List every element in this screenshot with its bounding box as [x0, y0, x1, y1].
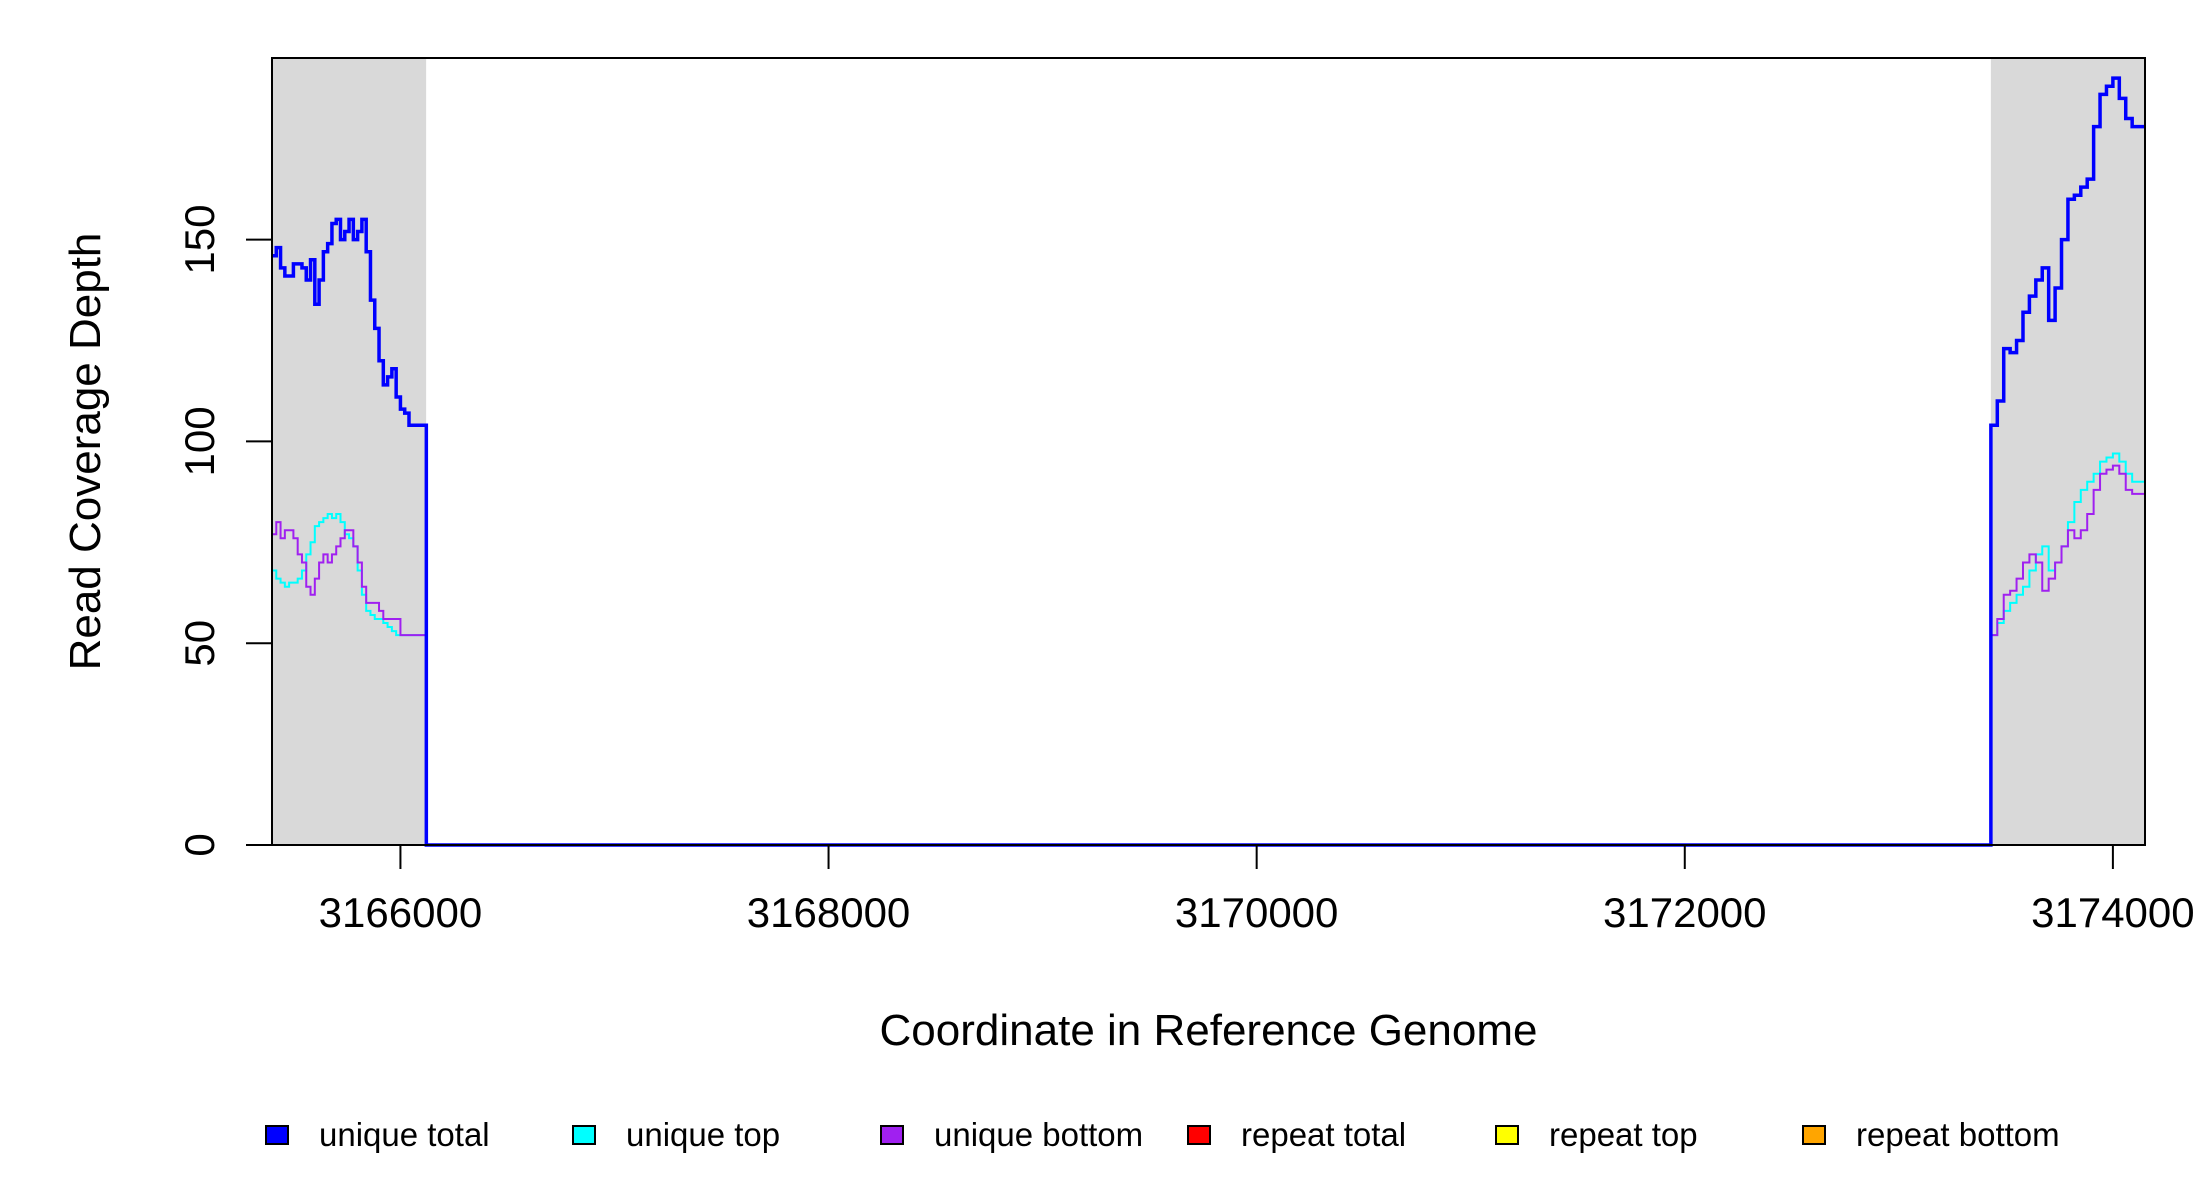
y-axis-label: Read Coverage Depth — [61, 233, 110, 671]
shaded-region-1 — [1990, 58, 2145, 845]
series-unique-top — [272, 452, 2145, 846]
x-tick-label: 3168000 — [747, 889, 911, 936]
x-tick-label: 3166000 — [319, 889, 483, 936]
legend-label: unique total — [319, 1116, 490, 1153]
legend-item: repeat bottom — [1802, 1105, 2060, 1165]
legend-item: unique top — [572, 1105, 780, 1165]
shaded-region-0 — [272, 58, 427, 845]
legend-label: repeat top — [1549, 1116, 1698, 1153]
legend-swatch — [1187, 1125, 1211, 1145]
shaded-regions — [272, 58, 2145, 845]
x-axis-label: Coordinate in Reference Genome — [880, 1006, 1538, 1055]
legend-item: unique total — [265, 1105, 490, 1165]
legend-swatch — [880, 1125, 904, 1145]
legend-label: repeat total — [1241, 1116, 1407, 1153]
legend-label: unique top — [626, 1116, 781, 1153]
y-tick-label: 50 — [176, 620, 223, 667]
legend: unique total unique top unique bottom repea… — [0, 1105, 2200, 1165]
legend-swatch — [572, 1125, 596, 1145]
series-unique-total — [272, 76, 2145, 847]
legend-item: repeat top — [1495, 1105, 1698, 1165]
x-axis: 3166000 3168000 3170000 3172000 3174000 — [319, 845, 2195, 936]
y-tick-label: 100 — [176, 406, 223, 476]
plot-frame — [271, 57, 2146, 846]
x-tick-label: 3174000 — [2031, 889, 2195, 936]
series-lines — [272, 76, 2145, 847]
legend-label: repeat bottom — [1856, 1116, 2060, 1153]
legend-label: unique bottom — [934, 1116, 1144, 1153]
legend-swatch — [265, 1125, 289, 1145]
y-axis: 0 50 100 150 — [176, 205, 272, 857]
legend-item: unique bottom — [880, 1105, 1143, 1165]
series-unique-bottom — [272, 464, 2145, 846]
legend-swatch — [1802, 1125, 1826, 1145]
y-tick-label: 150 — [176, 205, 223, 275]
x-tick-label: 3172000 — [1603, 889, 1767, 936]
y-tick-label: 0 — [176, 833, 223, 856]
legend-item: repeat total — [1187, 1105, 1406, 1165]
x-tick-label: 3170000 — [1175, 889, 1339, 936]
legend-swatch — [1495, 1125, 1519, 1145]
